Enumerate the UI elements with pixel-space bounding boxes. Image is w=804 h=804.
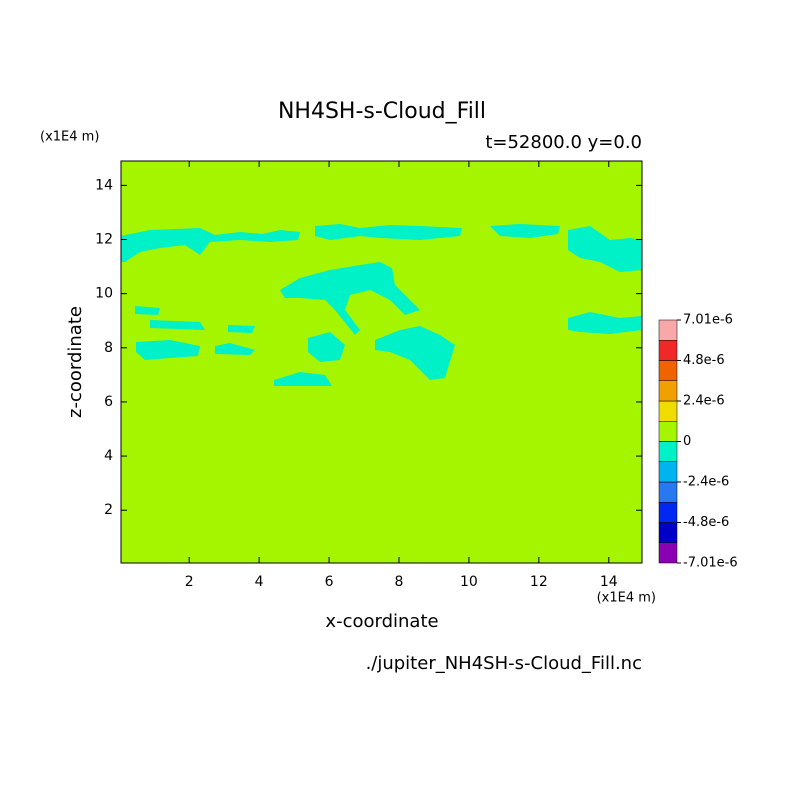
chart-title: NH4SH-s-Cloud_Fill [278, 99, 486, 124]
colorbar-box [658, 542, 678, 564]
colorbar-label: 7.01e-6 [683, 313, 733, 328]
y-tick-label: 4 [104, 448, 113, 464]
y-unit: (x1E4 m) [40, 130, 99, 145]
colorbar-box [658, 360, 678, 381]
colorbar-label: 2.4e-6 [683, 394, 725, 409]
contour-region [568, 312, 642, 334]
colorbar-box [658, 502, 678, 523]
contour-region [121, 228, 300, 262]
x-tick-label: 2 [185, 574, 194, 590]
colorbar-box [658, 319, 678, 341]
x-tick-label: 10 [460, 574, 478, 590]
x-tick-label: 4 [255, 574, 264, 590]
colorbar-box [658, 400, 678, 422]
colorbar-box [658, 481, 678, 503]
colorbar-box [658, 522, 678, 543]
colorbar-box [658, 441, 678, 462]
plot-frame [120, 160, 643, 564]
colorbar-label: 4.8e-6 [683, 353, 725, 368]
contour-region [135, 306, 160, 315]
x-axis-label: x-coordinate [325, 611, 438, 632]
x-tick-label: 12 [530, 574, 548, 590]
y-tick-label: 8 [104, 340, 113, 356]
colorbar-label: -2.4e-6 [683, 475, 729, 490]
contour-region [274, 372, 332, 386]
colorbar-label: -4.8e-6 [683, 515, 729, 530]
x-tick-label: 8 [395, 574, 404, 590]
y-tick-label: 14 [95, 177, 113, 193]
x-tick-label: 14 [600, 574, 618, 590]
contour-region [568, 226, 642, 272]
contour-region [280, 262, 420, 335]
y-tick-label: 12 [95, 232, 113, 248]
y-axis-label: z-coordinate [65, 306, 86, 418]
contour-region [308, 332, 345, 362]
contour-region [150, 320, 205, 330]
colorbar-box [658, 340, 678, 361]
contour-region [315, 224, 462, 240]
contour-region [228, 325, 255, 333]
x-unit: (x1E4 m) [597, 591, 656, 606]
contour-region [375, 326, 455, 380]
colorbar-label: 0 [683, 434, 691, 449]
contour-region [136, 340, 200, 360]
y-tick-label: 6 [104, 394, 113, 410]
contour-region [490, 224, 560, 238]
colorbar-box [658, 461, 678, 483]
x-tick-label: 6 [325, 574, 334, 590]
contour-region [215, 343, 255, 355]
plot-background [121, 161, 642, 563]
chart-subtitle: t=52800.0 y=0.0 [485, 132, 642, 153]
y-tick-label: 2 [104, 502, 113, 518]
y-tick-label: 10 [95, 286, 113, 302]
colorbar-box [658, 421, 678, 442]
source-file: ./jupiter_NH4SH-s-Cloud_Fill.nc [366, 653, 642, 674]
colorbar-box [658, 380, 678, 402]
colorbar-label: -7.01e-6 [683, 556, 738, 571]
